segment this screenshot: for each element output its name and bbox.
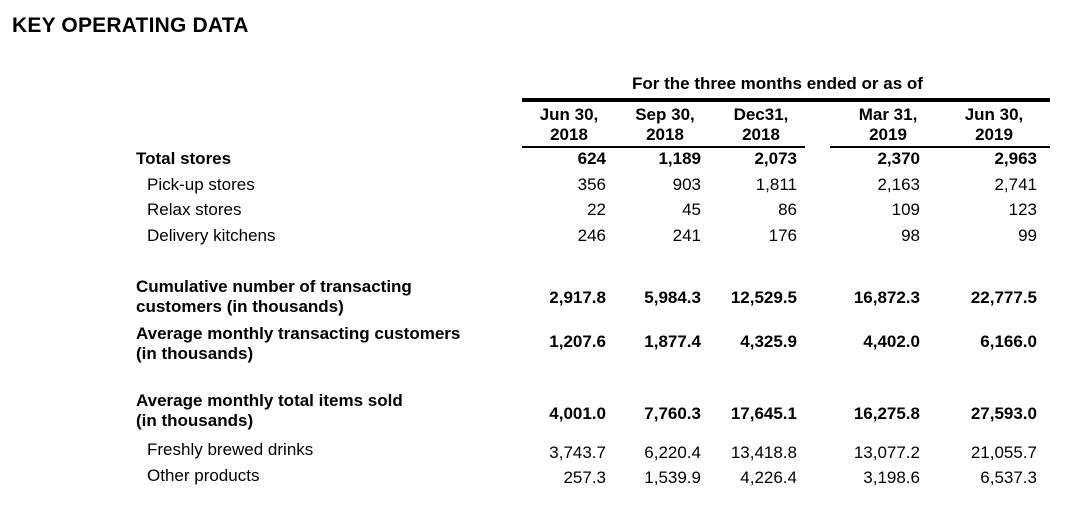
cell-total-stores-jun-2019: 2,963 bbox=[994, 149, 1037, 168]
cell-other-jun-2019: 6,537.3 bbox=[980, 468, 1037, 487]
cell-other-sep-2018: 1,539.9 bbox=[644, 468, 701, 487]
row-label-freshly-brewed-drinks: Freshly brewed drinks bbox=[147, 440, 314, 459]
cell-relax-jun-2018: 22 bbox=[587, 200, 606, 219]
cell-other-mar-2019: 3,198.6 bbox=[863, 468, 920, 487]
cell-items-mar-2019: 16,275.8 bbox=[853, 404, 920, 423]
cell-total-stores-jun-2018: 624 bbox=[577, 149, 606, 168]
cell-cumulative-sep-2018: 5,984.3 bbox=[644, 288, 701, 307]
cell-total-stores-dec-2018: 2,073 bbox=[754, 149, 797, 168]
cell-pickup-jun-2018: 356 bbox=[577, 175, 606, 194]
header-rule-thick bbox=[522, 98, 1050, 102]
column-header-jun-2019: Jun 30, 2019 bbox=[964, 105, 1024, 144]
cell-pickup-mar-2019: 2,163 bbox=[877, 175, 920, 194]
row-label-other-products: Other products bbox=[147, 466, 260, 485]
row-label-avg-items-sold: Average monthly total items sold (in thou… bbox=[136, 391, 403, 430]
header-rule-thin-left bbox=[522, 146, 805, 148]
cell-avg-customers-jun-2019: 6,166.0 bbox=[980, 332, 1037, 351]
row-label-cumulative-customers: Cumulative number of transacting customer… bbox=[136, 277, 412, 316]
cell-total-stores-sep-2018: 1,189 bbox=[658, 149, 701, 168]
cell-avg-customers-mar-2019: 4,402.0 bbox=[863, 332, 920, 351]
row-label-total-stores: Total stores bbox=[136, 149, 232, 168]
cell-drinks-jun-2018: 3,743.7 bbox=[549, 443, 606, 462]
cell-total-stores-mar-2019: 2,370 bbox=[877, 149, 920, 168]
column-header-dec-2018: Dec31, 2018 bbox=[733, 105, 789, 144]
cell-cumulative-mar-2019: 16,872.3 bbox=[853, 288, 920, 307]
period-header: For the three months ended or as of bbox=[632, 74, 923, 93]
column-header-mar-2019: Mar 31, 2019 bbox=[858, 105, 918, 144]
cell-drinks-sep-2018: 6,220.4 bbox=[644, 443, 701, 462]
cell-avg-customers-jun-2018: 1,207.6 bbox=[549, 332, 606, 351]
cell-items-jun-2018: 4,001.0 bbox=[549, 404, 606, 423]
cell-items-sep-2018: 7,760.3 bbox=[644, 404, 701, 423]
cell-pickup-dec-2018: 1,811 bbox=[755, 175, 797, 194]
column-header-sep-2018: Sep 30, 2018 bbox=[635, 105, 695, 144]
cell-drinks-mar-2019: 13,077.2 bbox=[853, 443, 920, 462]
cell-cumulative-jun-2018: 2,917.8 bbox=[549, 288, 606, 307]
cell-items-jun-2019: 27,593.0 bbox=[970, 404, 1037, 423]
column-header-jun-2018: Jun 30, 2018 bbox=[539, 105, 599, 144]
cell-pickup-sep-2018: 903 bbox=[672, 175, 701, 194]
cell-relax-dec-2018: 86 bbox=[778, 200, 797, 219]
cell-avg-customers-dec-2018: 4,325.9 bbox=[740, 332, 797, 351]
cell-other-jun-2018: 257.3 bbox=[563, 468, 606, 487]
cell-relax-sep-2018: 45 bbox=[682, 200, 701, 219]
cell-cumulative-dec-2018: 12,529.5 bbox=[730, 288, 797, 307]
row-label-relax-stores: Relax stores bbox=[147, 200, 242, 219]
cell-drinks-dec-2018: 13,418.8 bbox=[730, 443, 797, 462]
cell-delivery-dec-2018: 176 bbox=[768, 226, 797, 245]
row-label-avg-monthly-customers: Average monthly transacting customers (in… bbox=[136, 324, 461, 363]
cell-relax-mar-2019: 109 bbox=[891, 200, 920, 219]
row-label-delivery-kitchens: Delivery kitchens bbox=[147, 226, 276, 245]
cell-pickup-jun-2019: 2,741 bbox=[994, 175, 1037, 194]
cell-other-dec-2018: 4,226.4 bbox=[740, 468, 797, 487]
cell-drinks-jun-2019: 21,055.7 bbox=[970, 443, 1037, 462]
cell-delivery-jun-2018: 246 bbox=[577, 226, 606, 245]
cell-relax-jun-2019: 123 bbox=[1008, 200, 1037, 219]
cell-avg-customers-sep-2018: 1,877.4 bbox=[644, 332, 701, 351]
cell-items-dec-2018: 17,645.1 bbox=[730, 404, 797, 423]
cell-cumulative-jun-2019: 22,777.5 bbox=[970, 288, 1037, 307]
page-title: KEY OPERATING DATA bbox=[12, 14, 249, 37]
cell-delivery-sep-2018: 241 bbox=[672, 226, 701, 245]
row-label-pickup-stores: Pick-up stores bbox=[147, 175, 255, 194]
cell-delivery-mar-2019: 98 bbox=[901, 226, 920, 245]
header-rule-thin-right bbox=[830, 146, 1050, 148]
cell-delivery-jun-2019: 99 bbox=[1018, 226, 1037, 245]
